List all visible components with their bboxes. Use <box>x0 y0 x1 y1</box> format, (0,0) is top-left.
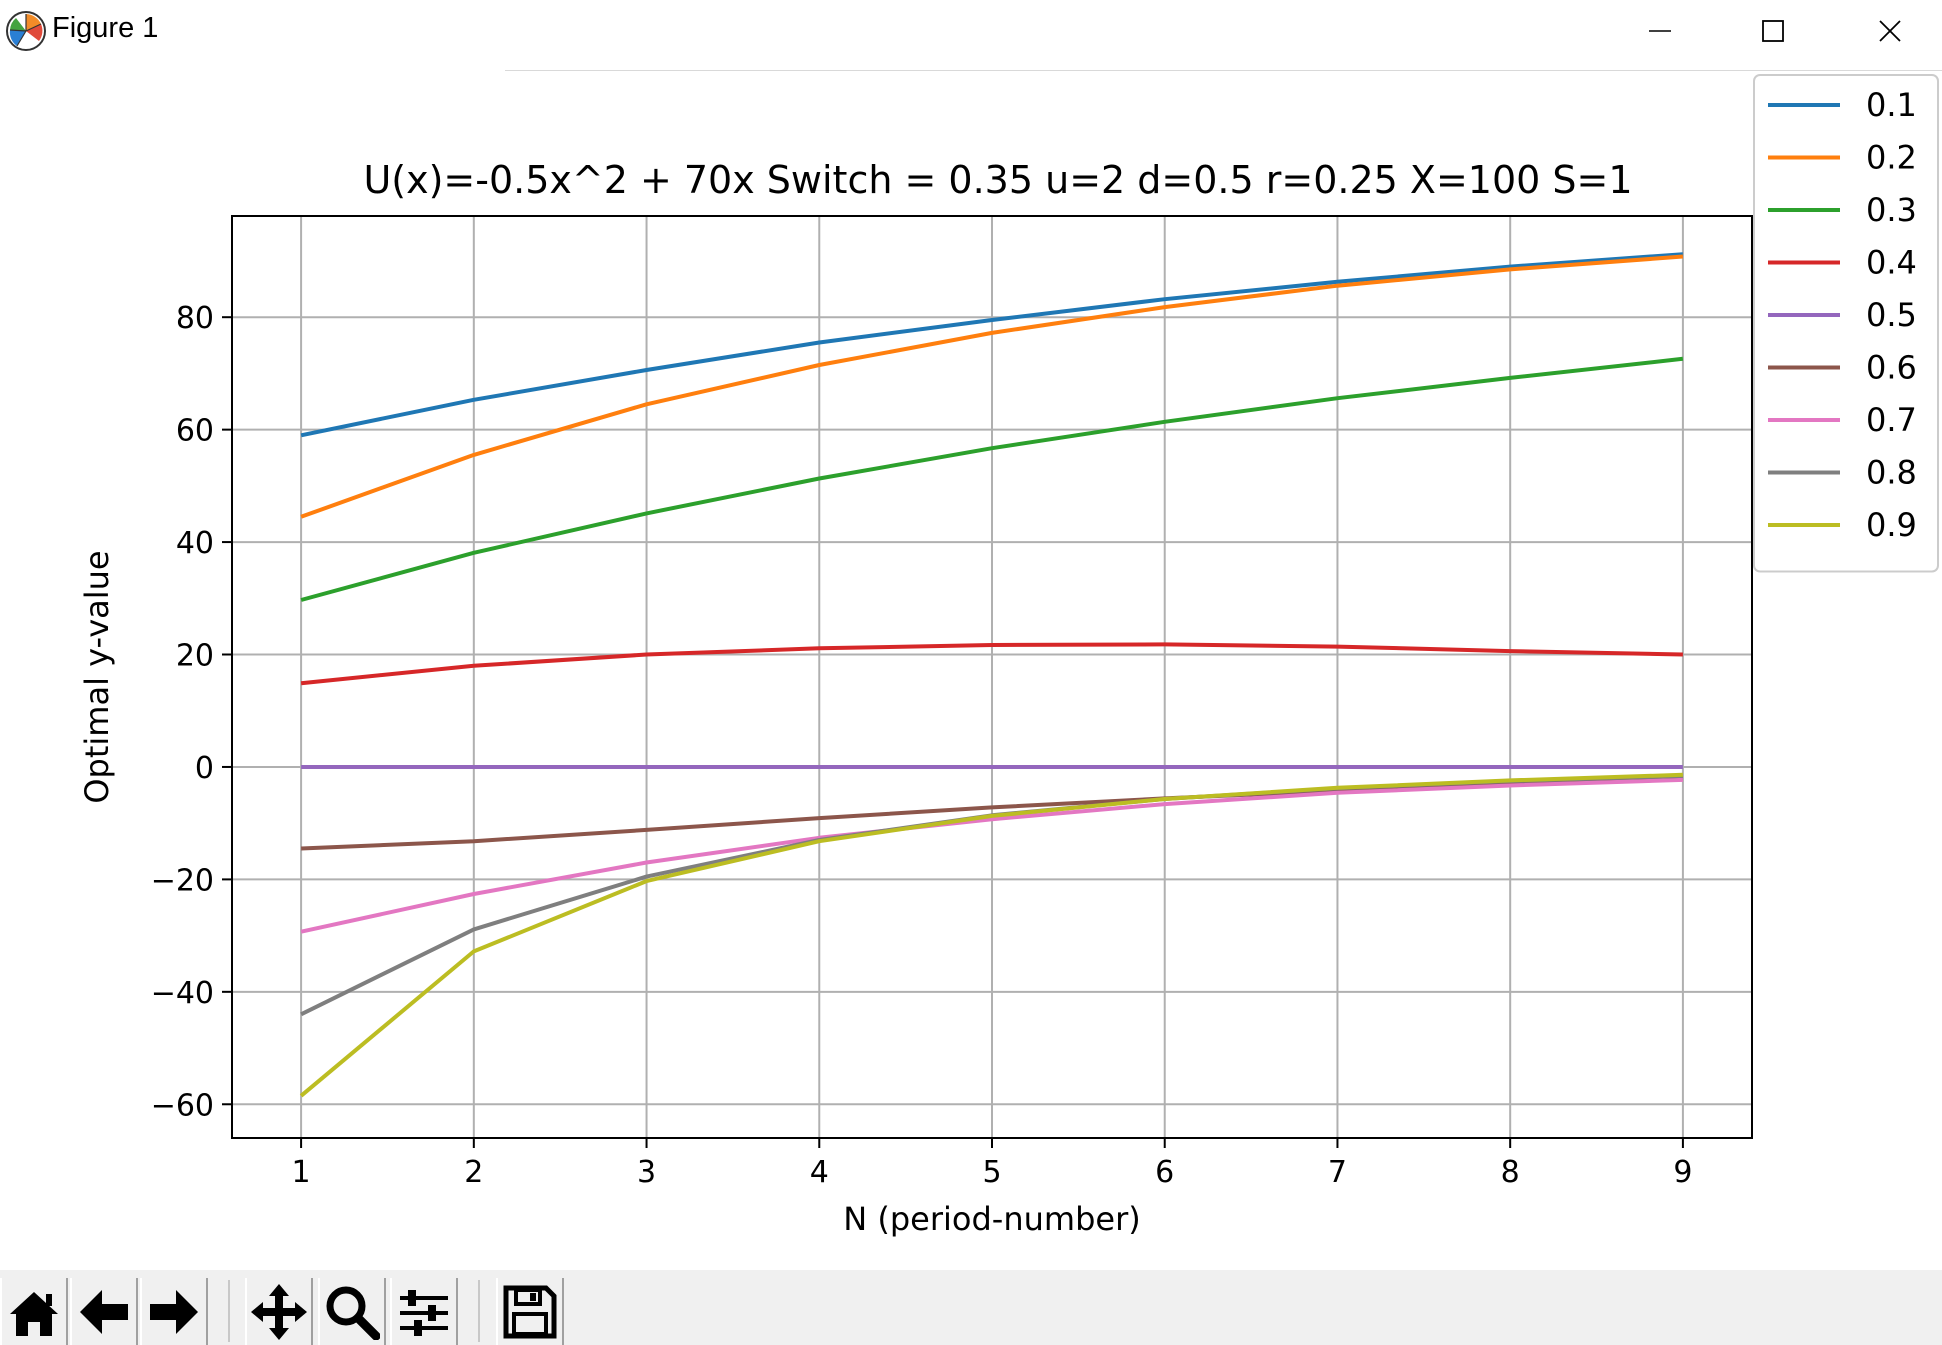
toolbar-separator <box>478 1280 480 1342</box>
home-icon <box>10 1291 58 1336</box>
configure-subplots-button[interactable] <box>390 1278 458 1345</box>
x-tick-label: 7 <box>1328 1155 1347 1190</box>
y-tick-label: 80 <box>176 301 214 336</box>
move-icon <box>251 1283 307 1340</box>
magnifier-icon <box>326 1286 380 1340</box>
series-line-0.1 <box>300 252 1684 438</box>
toolbar-separator <box>228 1280 230 1342</box>
floppy-disk-icon <box>503 1285 557 1338</box>
save-button[interactable] <box>496 1278 564 1345</box>
y-tick-label: −40 <box>151 976 214 1011</box>
legend-label: 0.5 <box>1866 296 1917 334</box>
arrow-left-icon <box>80 1289 128 1334</box>
y-tick-label: 0 <box>195 751 214 786</box>
series-line-0.4 <box>300 642 1683 686</box>
legend-label: 0.9 <box>1866 506 1917 544</box>
x-tick-label: 1 <box>292 1155 311 1190</box>
minimize-button[interactable] <box>1605 0 1715 62</box>
series-line-0.9 <box>299 772 1683 1098</box>
plot-area <box>299 252 1684 1098</box>
matplotlib-logo-icon <box>6 11 46 51</box>
series-line-0.3 <box>300 356 1684 602</box>
legend-label: 0.3 <box>1866 191 1917 229</box>
close-button[interactable] <box>1835 0 1942 62</box>
legend-frame <box>1753 74 1939 573</box>
arrow-right-icon <box>150 1289 198 1334</box>
series-line-0.2 <box>300 254 1684 519</box>
grid-lines <box>232 216 1752 1138</box>
chart-title: U(x)=-0.5x^2 + 70x Switch = 0.35 u=2 d=0… <box>363 158 1632 202</box>
x-tick-label: 8 <box>1501 1155 1520 1190</box>
back-button[interactable] <box>70 1278 138 1345</box>
legend-label: 0.7 <box>1866 401 1917 439</box>
y-tick-label: 60 <box>176 414 214 449</box>
y-tick-label: 20 <box>176 639 214 674</box>
sliders-icon <box>400 1289 448 1336</box>
navigation-toolbar <box>0 1270 1942 1345</box>
maximize-icon <box>1762 20 1784 42</box>
y-tick-label: −60 <box>151 1088 214 1123</box>
y-axis-label: Optimal y-value <box>78 550 116 803</box>
zoom-button[interactable] <box>318 1278 386 1345</box>
title-bar: Figure 1 <box>0 0 1942 62</box>
close-icon <box>1879 20 1901 42</box>
x-tick-label: 9 <box>1673 1155 1692 1190</box>
pan-button[interactable] <box>245 1278 313 1345</box>
title-separator <box>505 70 1942 71</box>
axis-ticks: 1 2 3 4 5 6 7 8 9 −60 −40 −20 0 20 40 60 80 <box>151 301 1693 1190</box>
maximize-button[interactable] <box>1718 0 1828 62</box>
x-tick-label: 2 <box>464 1155 483 1190</box>
forward-button[interactable] <box>140 1278 208 1345</box>
figure-canvas[interactable]: U(x)=-0.5x^2 + 70x Switch = 0.35 u=2 d=0… <box>0 62 1942 1270</box>
series-line-0.7 <box>300 777 1683 934</box>
x-tick-label: 3 <box>637 1155 656 1190</box>
legend-label: 0.1 <box>1866 86 1917 124</box>
minimize-icon <box>1649 30 1671 32</box>
legend: 0.1 0.2 0.3 0.4 0.5 0.6 0.7 0.8 0.9 <box>1753 74 1939 573</box>
x-tick-label: 5 <box>982 1155 1001 1190</box>
legend-label: 0.8 <box>1866 454 1917 492</box>
x-axis-label: N (period-number) <box>843 1200 1140 1238</box>
legend-label: 0.4 <box>1866 244 1917 282</box>
window-title: Figure 1 <box>52 12 159 44</box>
legend-label: 0.2 <box>1866 139 1917 177</box>
y-tick-label: −20 <box>151 863 214 898</box>
legend-label: 0.6 <box>1866 349 1917 387</box>
y-tick-label: 40 <box>176 526 214 561</box>
x-tick-label: 4 <box>810 1155 829 1190</box>
home-button[interactable] <box>0 1278 68 1345</box>
x-tick-label: 6 <box>1155 1155 1174 1190</box>
